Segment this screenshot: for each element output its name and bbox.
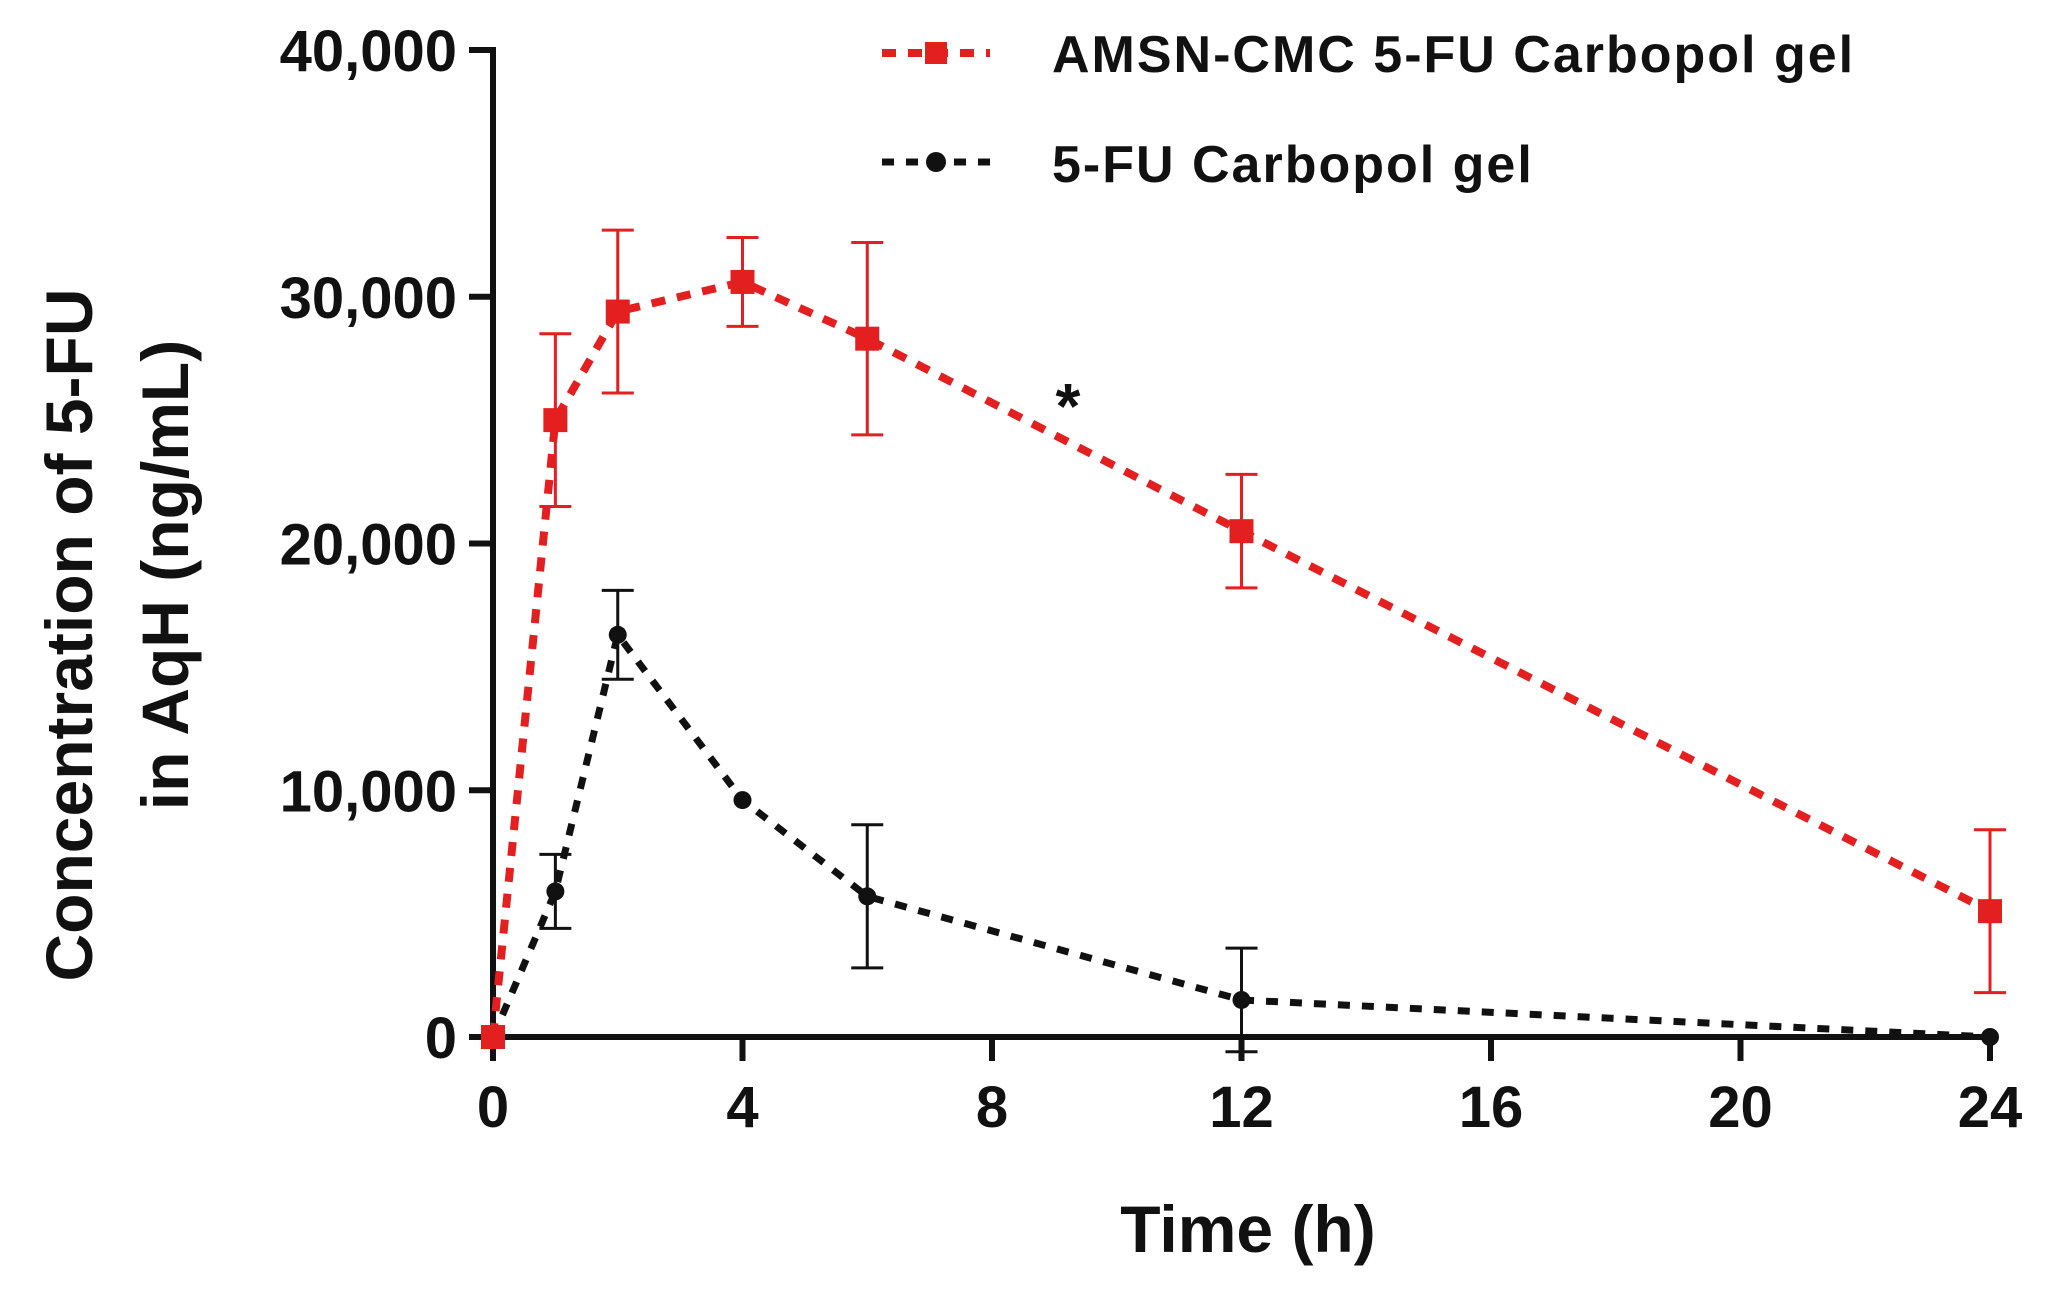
data-point-5fu-gel bbox=[1232, 990, 1251, 1009]
series-5fu-gel bbox=[484, 588, 1999, 1054]
legend-label-5fu-gel: 5-FU Carbopol gel bbox=[1052, 136, 1534, 194]
x-tick-label: 24 bbox=[1958, 1075, 2023, 1140]
data-point-amsn-cmc-gel bbox=[730, 269, 755, 294]
x-tick-label: 12 bbox=[1209, 1075, 1274, 1140]
data-point-amsn-cmc-gel bbox=[855, 326, 880, 351]
data-point-5fu-gel bbox=[608, 625, 627, 644]
y-axis-title-line2: in AqH (ng/mL) bbox=[128, 340, 202, 810]
x-tick-label: 16 bbox=[1459, 1075, 1524, 1140]
series-layer bbox=[481, 228, 2006, 1054]
y-axis-title-line1: Concentration of 5-FU bbox=[32, 289, 106, 982]
y-tick-label: 0 bbox=[425, 1006, 457, 1071]
x-tick-label: 4 bbox=[726, 1075, 758, 1140]
data-point-5fu-gel bbox=[858, 887, 877, 906]
legend: AMSN-CMC 5-FU Carbopol gel 5-FU Carbopol… bbox=[882, 26, 1855, 194]
legend-item-5fu-gel: 5-FU Carbopol gel bbox=[882, 136, 1534, 194]
x-axis-title: Time (h) bbox=[1120, 1192, 1375, 1266]
y-tick-label: 10,000 bbox=[280, 759, 457, 824]
x-tick-label: 0 bbox=[477, 1075, 509, 1140]
series-amsn-cmc-gel bbox=[481, 228, 2006, 1049]
data-point-amsn-cmc-gel bbox=[481, 1025, 505, 1049]
x-tick-label: 20 bbox=[1708, 1075, 1773, 1140]
legend-item-amsn-cmc-gel: AMSN-CMC 5-FU Carbopol gel bbox=[882, 26, 1855, 84]
data-point-5fu-gel bbox=[546, 882, 565, 901]
data-point-amsn-cmc-gel bbox=[1229, 519, 1254, 544]
y-tick-label: 20,000 bbox=[280, 513, 457, 578]
x-tick-label: 8 bbox=[976, 1075, 1008, 1140]
data-point-amsn-cmc-gel bbox=[543, 408, 568, 433]
series-line-amsn-cmc-gel bbox=[489, 277, 1992, 1038]
data-point-amsn-cmc-gel bbox=[605, 299, 630, 324]
legend-marker-square bbox=[925, 42, 947, 64]
y-tick-label: 40,000 bbox=[280, 19, 457, 84]
significance-annotation: * bbox=[1056, 370, 1081, 442]
legend-label-amsn-cmc-gel: AMSN-CMC 5-FU Carbopol gel bbox=[1052, 26, 1855, 84]
y-tick-label: 30,000 bbox=[280, 266, 457, 331]
legend-marker-circle bbox=[926, 152, 946, 172]
x-ticks: 0 4 8 12 16 20 24 bbox=[477, 1037, 2022, 1140]
data-point-amsn-cmc-gel bbox=[1978, 899, 2002, 924]
y-ticks: 0 10,000 20,000 30,000 40,000 bbox=[280, 19, 493, 1071]
data-point-5fu-gel bbox=[733, 791, 752, 810]
data-point-5fu-gel bbox=[1981, 1028, 1999, 1046]
